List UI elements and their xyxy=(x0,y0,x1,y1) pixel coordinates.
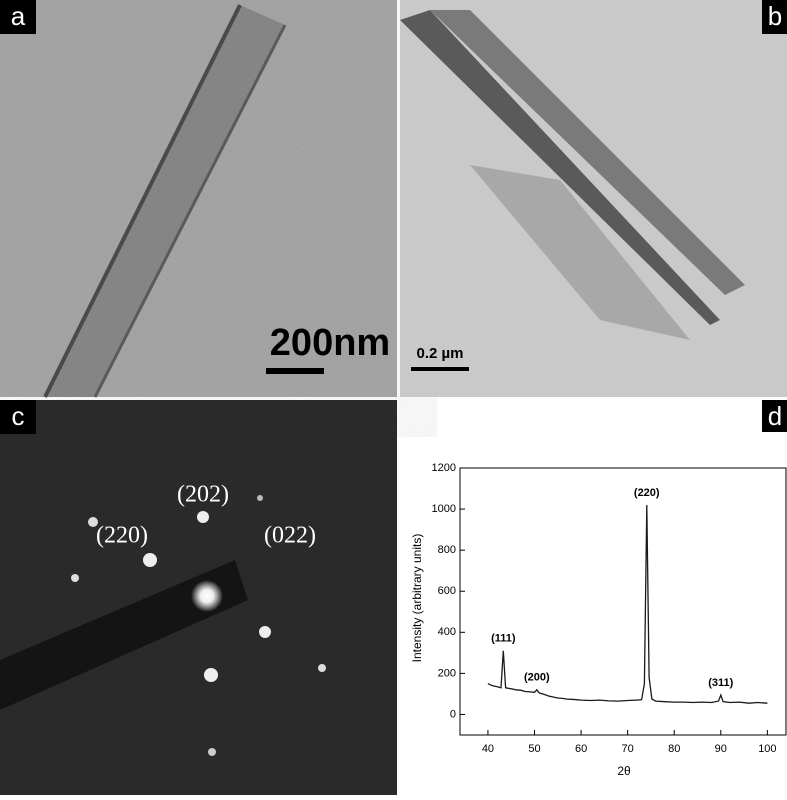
x-tick-label: 90 xyxy=(715,743,727,755)
y-tick-label: 1200 xyxy=(432,462,456,474)
x-tick-label: 50 xyxy=(528,743,540,755)
peak-label: (220) xyxy=(634,487,660,499)
x-tick-label: 80 xyxy=(668,743,680,755)
spot xyxy=(208,748,216,756)
page: a 200nm b 0.2 µm (202) (220) (022) c xyxy=(0,0,787,800)
scale-bar xyxy=(266,368,324,374)
y-tick-label: 400 xyxy=(438,626,456,638)
x-axis-title: 2θ xyxy=(617,764,631,778)
spot xyxy=(143,553,157,567)
plot-frame xyxy=(460,468,786,735)
y-tick-label: 800 xyxy=(438,544,456,556)
panel-a: a 200nm xyxy=(0,0,397,397)
scale-bar-label: 0.2 µm xyxy=(417,345,464,362)
x-tick-label: 40 xyxy=(482,743,494,755)
y-tick-label: 1000 xyxy=(432,503,456,515)
spot xyxy=(257,495,263,501)
spot-label: (022) xyxy=(264,523,316,549)
panel-label: d xyxy=(768,401,782,431)
spot xyxy=(197,511,209,523)
spot-label: (220) xyxy=(96,523,148,549)
spot xyxy=(204,668,218,682)
panel-c: (202) (220) (022) c xyxy=(0,400,397,795)
peak-label: (111) xyxy=(491,633,516,645)
scale-bar xyxy=(411,367,469,371)
panel-label: a xyxy=(11,1,26,31)
y-tick-label: 0 xyxy=(450,708,456,720)
x-tick-label: 70 xyxy=(622,743,634,755)
spot xyxy=(259,626,271,638)
panel-label: b xyxy=(768,1,782,31)
spot xyxy=(318,664,326,672)
figure: a 200nm b 0.2 µm (202) (220) (022) c xyxy=(0,0,787,795)
y-tick-label: 600 xyxy=(438,585,456,597)
panel-d: d 2θ Intensity (arbitrary units) 40 50 60 7… xyxy=(410,400,787,778)
x-tick-label: 60 xyxy=(575,743,587,755)
spot xyxy=(191,580,223,612)
spot-label: (202) xyxy=(177,482,229,508)
x-tick-label: 100 xyxy=(758,743,776,755)
scale-bar-label: 200nm xyxy=(270,322,390,364)
peak-label: (311) xyxy=(708,677,733,689)
panel-b: b 0.2 µm xyxy=(400,0,787,397)
panel-label: c xyxy=(12,401,25,431)
y-axis-title: Intensity (arbitrary units) xyxy=(410,534,424,663)
peak-label: (200) xyxy=(524,672,550,684)
y-tick-label: 200 xyxy=(438,667,456,679)
spot xyxy=(71,574,79,582)
